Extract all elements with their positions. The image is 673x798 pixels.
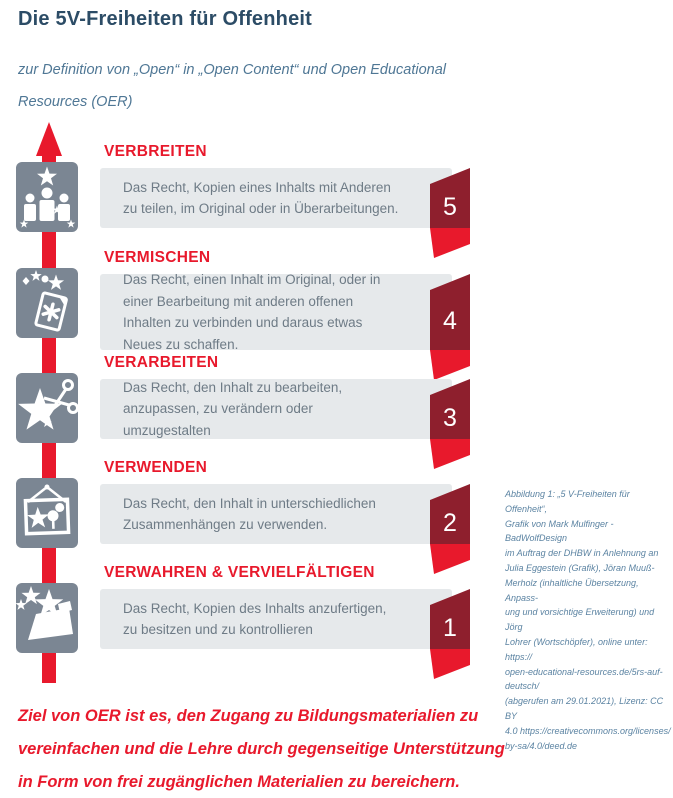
badge-number: 2 [443,509,457,537]
section-title: VERMISCHEN [104,249,211,266]
star-scissors-icon [16,373,78,443]
section-title: VERWAHREN & VERVIELFÄLTIGEN [104,564,375,581]
freedom-section-verarbeiten: VERARBEITEN Das Recht, den Inhalt zu bea… [0,354,673,469]
section-description: Das Recht, den Inhalt zu bearbeiten, anz… [123,379,343,438]
section-description-box: Das Recht, Kopien eines Inhalts mit Ande… [100,168,452,228]
section-description: Das Recht, Kopien des Inhalts anzufertig… [123,600,387,638]
rank-badge-4: 4 [430,274,470,380]
remix-document-icon [16,268,78,338]
rank-badge-5: 5 [430,168,470,258]
people-sharing-icon [16,162,78,232]
badge-number: 1 [443,614,457,642]
rank-badge-1: 1 [430,589,470,679]
badge-number: 3 [443,404,457,432]
picture-frame-icon [16,478,78,548]
arrow-up-icon [36,122,62,156]
page-subtitle: zur Definition von „Open“ in „Open Conte… [18,62,446,110]
freedom-section-verbreiten: VERBREITEN Das Recht, Kopien eines Inhal… [0,143,673,258]
freedom-section-vermischen: VERMISCHEN Das Recht, einen Inhalt im Or… [0,249,673,380]
page-title: Die 5V-Freiheiten für Offenheit [18,8,313,30]
freedom-section-verwenden: VERWENDEN Das Recht, den Inhalt in unter… [0,459,673,574]
freedom-section-verwahren: VERWAHREN & VERVIELFÄLTIGEN Das Recht, K… [0,564,673,679]
badge-number: 4 [443,307,457,335]
badge-number: 5 [443,193,457,221]
figure-caption: Abbildung 1: „5 V-Freiheiten für Offenhe… [505,489,671,751]
section-description-box: Das Recht, Kopien des Inhalts anzufertig… [100,589,452,649]
rank-badge-3: 3 [430,379,470,469]
section-description-box: Das Recht, einen Inhalt im Original, ode… [100,272,452,352]
section-description: Das Recht, den Inhalt in unterschiedlich… [123,495,376,533]
section-description: Das Recht, einen Inhalt im Original, ode… [123,272,381,352]
oer-goal-statement: Ziel von OER ist es, den Zugang zu Bildu… [18,707,505,791]
rank-badge-2: 2 [430,484,470,574]
section-description: Das Recht, Kopien eines Inhalts mit Ande… [123,179,399,217]
section-description-box: Das Recht, den Inhalt in unterschiedlich… [100,484,452,544]
section-title: VERWENDEN [104,459,208,476]
section-title: VERBREITEN [104,143,207,160]
folder-stars-icon [16,583,78,653]
section-description-box: Das Recht, den Inhalt zu bearbeiten, anz… [100,379,452,439]
section-title: VERARBEITEN [104,354,219,371]
